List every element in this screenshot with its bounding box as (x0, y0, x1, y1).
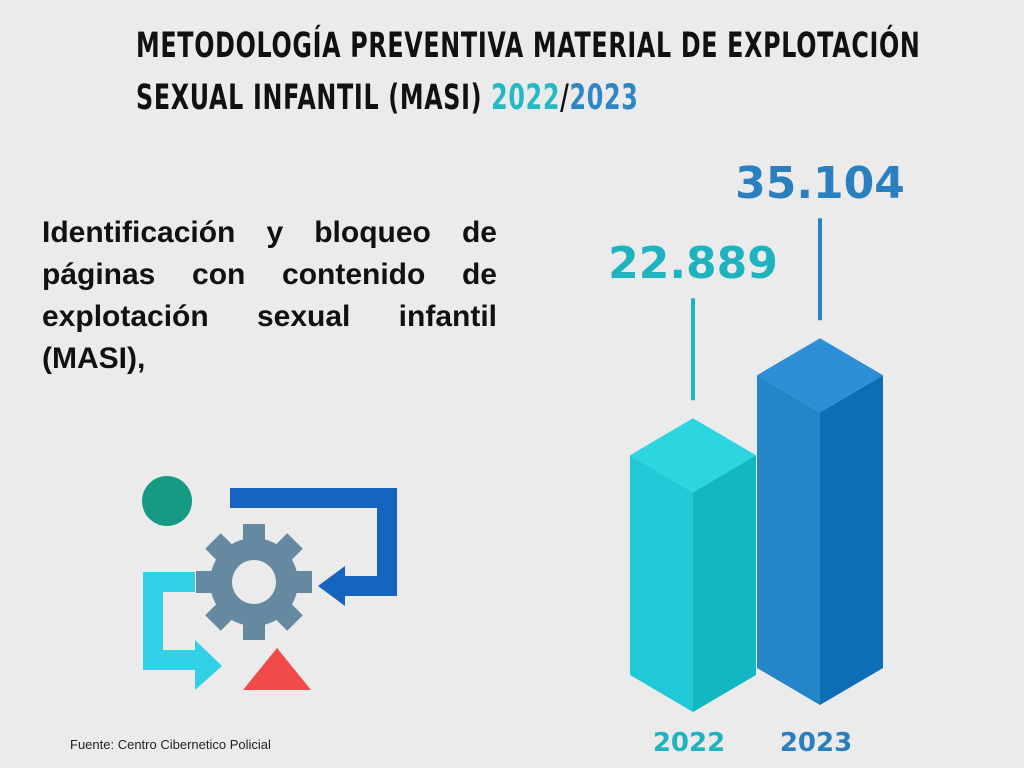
x-tick-2023: 2023 (780, 728, 852, 758)
title-prefix: SEXUAL INFANTIL (MASI) (136, 78, 483, 118)
gear-icon (196, 524, 312, 640)
value-label-2023: 35.104 (735, 158, 905, 209)
title-separator: / (560, 78, 570, 118)
page-title: METODOLOGÍA PREVENTIVA MATERIAL DE EXPLO… (136, 20, 921, 124)
bar-2023-side (820, 375, 883, 705)
bar-2022-top (630, 418, 756, 493)
bar-2023-front (757, 375, 820, 705)
title-year-2023: 2023 (569, 78, 639, 118)
title-line-2: SEXUAL INFANTIL (MASI) 2022/2023 (136, 72, 921, 124)
title-line-1: METODOLOGÍA PREVENTIVA MATERIAL DE EXPLO… (136, 26, 921, 66)
bar-2023-top (757, 338, 883, 413)
bar-2022-side (693, 455, 756, 712)
chart-description: Identificación y bloqueo de páginas con … (42, 216, 497, 375)
value-label-2022: 22.889 (608, 238, 778, 289)
red-triangle-shape (243, 648, 311, 690)
x-tick-2022: 2022 (653, 728, 725, 758)
title-year-2022: 2022 (491, 78, 561, 118)
cyan-arrow-icon (143, 572, 222, 690)
source-note: Fuente: Centro Cibernetico Policial (70, 737, 271, 752)
bar-2022-front (630, 455, 693, 712)
green-circle-shape (142, 476, 192, 526)
process-gear-icon (142, 476, 397, 690)
blue-arrow-icon (230, 488, 397, 606)
